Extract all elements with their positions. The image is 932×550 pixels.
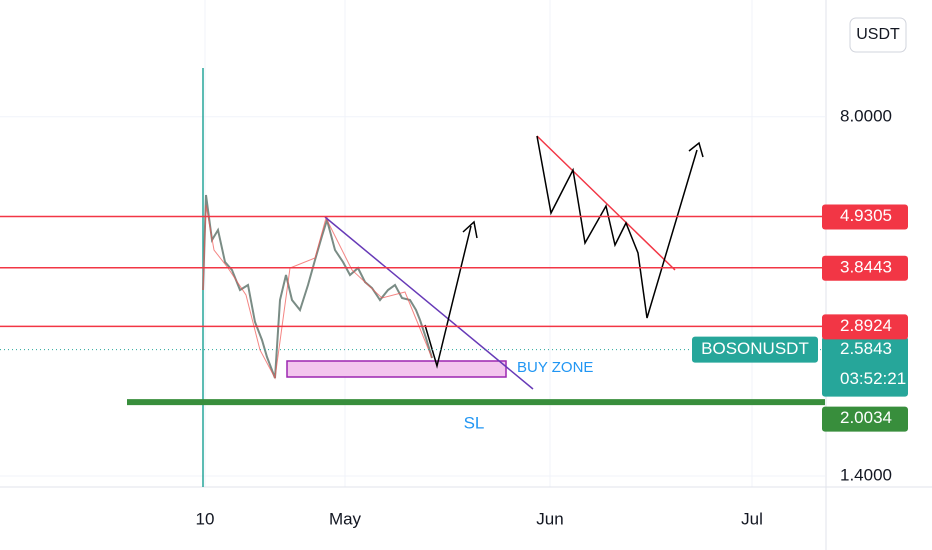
- y-tick-label: 8.0000: [840, 106, 892, 125]
- annotation: SL: [464, 413, 485, 432]
- currency-button[interactable]: [849, 17, 907, 53]
- symbol-label-box: [692, 336, 818, 363]
- level-label: 2.0034: [840, 408, 892, 427]
- level-label: 2.8924: [840, 316, 892, 335]
- buy-zone: [286, 360, 507, 378]
- symbol-label: BOSONUSDT: [701, 339, 809, 358]
- projection: [536, 135, 698, 319]
- trend-line: [324, 216, 534, 390]
- level-label: 3.8443: [840, 257, 892, 276]
- price-label-box: [822, 336, 908, 397]
- level-label-box: [822, 204, 908, 230]
- x-tick-label: Jul: [741, 509, 763, 528]
- level-label-box: [822, 255, 908, 281]
- countdown: 03:52:21: [840, 369, 906, 388]
- grid: [0, 0, 825, 487]
- y-tick-label: 1.4000: [840, 465, 892, 484]
- level-label-box: [822, 314, 908, 340]
- annotation: BUY ZONE: [517, 359, 593, 376]
- level-label-box: [822, 406, 908, 432]
- currency[interactable]: USDT: [856, 26, 900, 43]
- projection: [424, 225, 472, 369]
- level-label: 4.9305: [840, 206, 892, 225]
- arrow-head: [462, 220, 478, 239]
- price-label: 2.5843: [840, 339, 892, 358]
- x-tick-label: May: [329, 509, 362, 528]
- price-path: [202, 194, 433, 379]
- trend-line: [536, 135, 676, 271]
- x-tick-label: 10: [196, 509, 215, 528]
- price-path: [202, 204, 433, 380]
- x-tick-label: Jun: [536, 509, 563, 528]
- arrow-head: [688, 141, 704, 158]
